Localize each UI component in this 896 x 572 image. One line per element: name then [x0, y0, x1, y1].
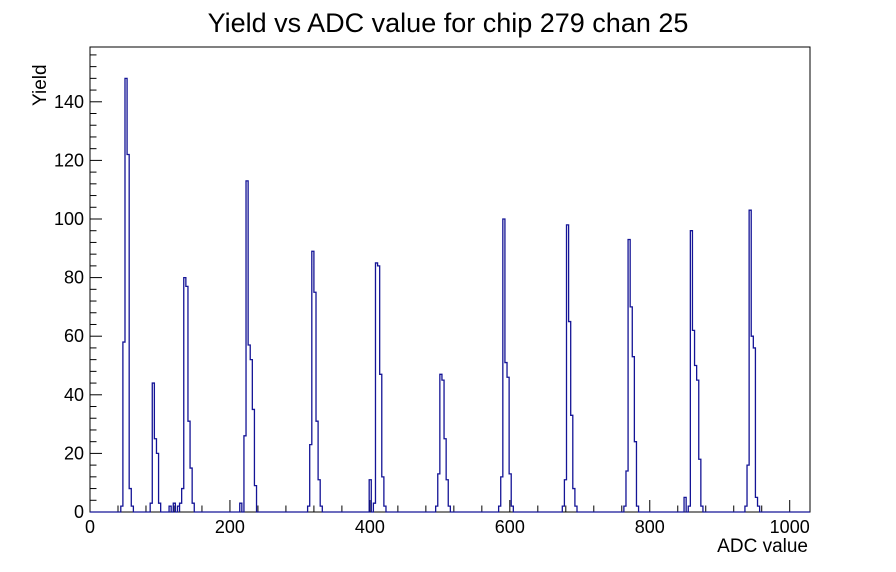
y-tick-label: 140 [54, 92, 84, 112]
histogram-line [90, 77, 810, 513]
frame-box [89, 46, 811, 513]
y-tick-label: 100 [54, 209, 84, 229]
x-tick-label: 200 [215, 517, 245, 537]
y-tick-label: 40 [64, 385, 84, 405]
y-tick-label: 0 [74, 502, 84, 522]
x-tick-label: 1000 [770, 517, 810, 537]
tick-labels: 0 200 400 600 800 1000 0 20 40 60 80 100 120 140 [54, 92, 810, 537]
x-tick-label: 400 [355, 517, 385, 537]
chart-title: Yield vs ADC value for chip 279 chan 25 [207, 8, 689, 38]
y-tick-label: 20 [64, 443, 84, 463]
x-tick-label: 800 [635, 517, 665, 537]
y-tick-label: 120 [54, 150, 84, 170]
y-tick-label: 80 [64, 268, 84, 288]
x-axis-title: ADC value [717, 536, 808, 557]
histogram-path [90, 77, 810, 513]
x-tick-label: 600 [495, 517, 525, 537]
y-axis-title: Yield [30, 64, 51, 106]
plot-frame [89, 46, 811, 513]
axis-ticks [89, 54, 791, 513]
y-tick-label: 60 [64, 326, 84, 346]
x-tick-label: 0 [85, 517, 95, 537]
